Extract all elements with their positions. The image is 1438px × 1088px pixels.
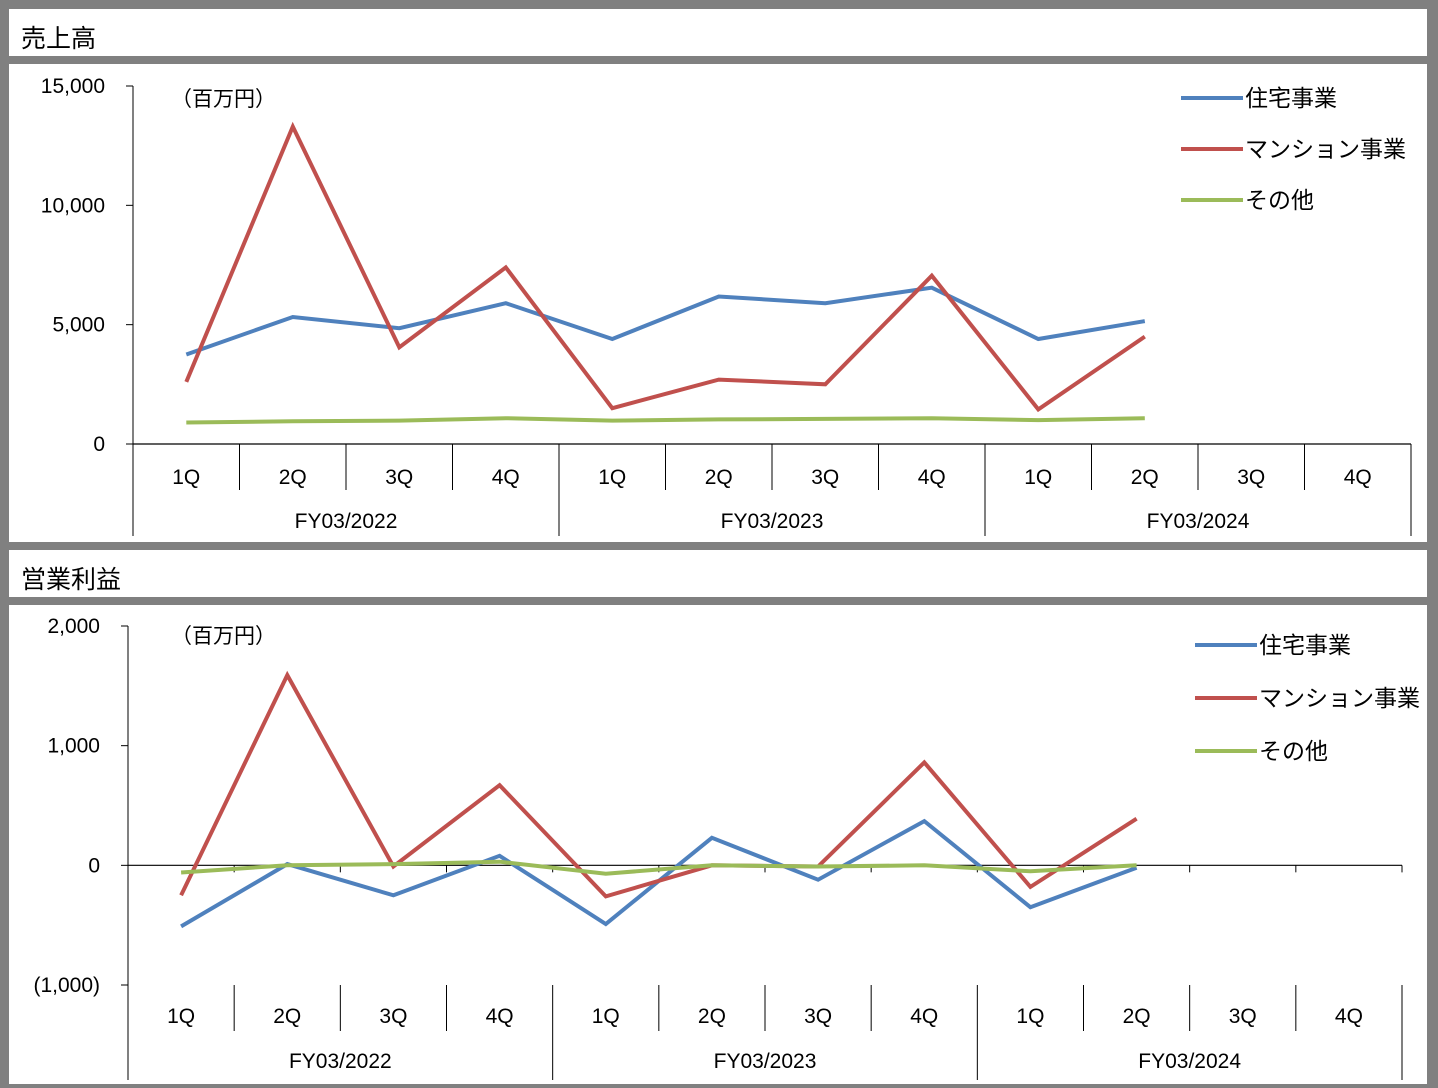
y-tick-label: 15,000	[41, 75, 105, 98]
x-tick-label: 2Q	[698, 1005, 726, 1028]
x-group-label: FY03/2022	[289, 1050, 392, 1073]
series-line-1	[185, 285, 1146, 357]
x-tick-label: 3Q	[379, 1005, 407, 1028]
x-tick-label: 3Q	[804, 1005, 832, 1028]
x-tick-label: 1Q	[1016, 1005, 1044, 1028]
legend-label: 住宅事業	[1259, 632, 1351, 658]
y-tick-label: 0	[88, 854, 100, 877]
series-line-2	[184, 121, 1146, 413]
y-tick-label: 5,000	[52, 314, 105, 337]
y-tick-label: 2,000	[47, 615, 100, 638]
chart-title-bar-operating-profit: 営業利益	[9, 550, 1427, 597]
x-tick-label: 2Q	[1131, 466, 1159, 489]
x-tick-label: 4Q	[918, 466, 946, 489]
series-line-3	[186, 416, 1145, 425]
x-tick-label: 1Q	[598, 466, 626, 489]
chart-panel-operating-profit: (1,000) 0 1,000 2,000 1Q 2Q 3Q 4Q 1Q 2Q 3Q 4Q 1Q 2Q 3Q…	[9, 605, 1427, 1084]
chart-title: 営業利益	[21, 565, 122, 594]
x-tick-label: 4Q	[910, 1005, 938, 1028]
series-line-1	[180, 818, 1138, 929]
x-group-label: FY03/2024	[1138, 1050, 1241, 1073]
x-tick-label: 1Q	[172, 466, 200, 489]
x-group-label: FY03/2023	[721, 510, 824, 533]
unit-label: （百万円）	[171, 625, 276, 648]
x-tick-label: 2Q	[1123, 1005, 1151, 1028]
operating-profit-chart: (1,000) 0 1,000 2,000 1Q 2Q 3Q 4Q 1Q 2Q 3Q 4Q 1Q 2Q 3Q…	[33, 615, 1420, 1080]
x-tick-label: 4Q	[1335, 1005, 1363, 1028]
legend-label: 住宅事業	[1245, 85, 1337, 111]
sales-chart: 0 5,000 10,000 15,000 1Q 2Q 3Q 4Q 1Q 2Q 3Q 4Q 1Q 2Q 3Q…	[41, 75, 1412, 536]
chart-title-bar-sales: 売上高	[9, 9, 1427, 56]
x-group-label: FY03/2023	[714, 1050, 817, 1073]
unit-label: （百万円）	[171, 88, 276, 111]
y-tick-label: 1,000	[47, 735, 100, 758]
y-tick-label: 0	[93, 433, 105, 456]
legend-label: マンション事業	[1245, 136, 1406, 162]
x-tick-label: 3Q	[1237, 466, 1265, 489]
x-group-label: FY03/2024	[1147, 510, 1250, 533]
x-tick-label: 1Q	[167, 1005, 195, 1028]
legend-label: その他	[1245, 187, 1314, 213]
chart-title: 売上高	[21, 24, 97, 53]
x-tick-label: 3Q	[1229, 1005, 1257, 1028]
x-tick-label: 4Q	[486, 1005, 514, 1028]
legend-label: マンション事業	[1259, 685, 1420, 711]
series-line-3	[180, 859, 1137, 876]
x-tick-label: 2Q	[705, 466, 733, 489]
x-tick-label: 2Q	[279, 466, 307, 489]
x-group-label: FY03/2022	[295, 510, 398, 533]
x-tick-label: 4Q	[1344, 466, 1372, 489]
x-tick-label: 1Q	[1024, 466, 1052, 489]
series-line-2	[179, 670, 1138, 899]
x-tick-label: 4Q	[492, 466, 520, 489]
x-tick-label: 1Q	[592, 1005, 620, 1028]
x-tick-label: 3Q	[385, 466, 413, 489]
legend-label: その他	[1259, 738, 1328, 764]
x-tick-label: 3Q	[811, 466, 839, 489]
y-tick-label: (1,000)	[33, 974, 100, 997]
x-tick-label: 2Q	[273, 1005, 301, 1028]
y-tick-label: 10,000	[41, 194, 105, 217]
chart-panel-sales: 0 5,000 10,000 15,000 1Q 2Q 3Q 4Q 1Q 2Q 3Q 4Q 1Q 2Q 3Q…	[9, 64, 1427, 542]
